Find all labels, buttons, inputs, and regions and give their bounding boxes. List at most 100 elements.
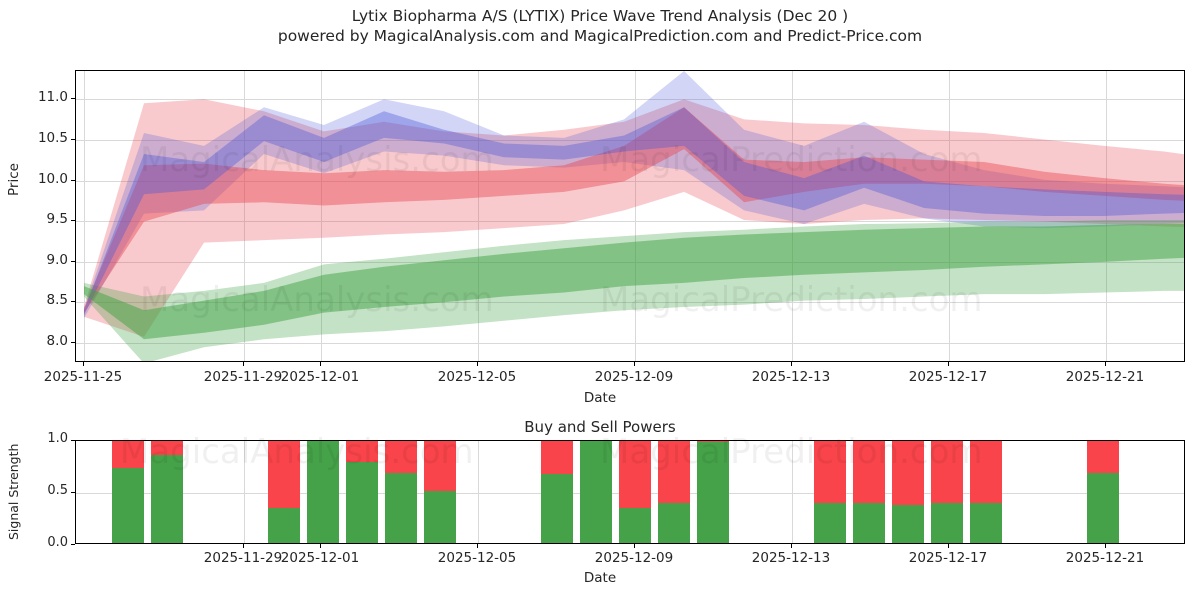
price-xtick-mark <box>243 362 244 366</box>
signal-gridline-v <box>792 441 793 543</box>
sell-power-segment <box>346 441 378 462</box>
price-ytick-label: 10.5 <box>37 129 68 146</box>
sell-power-segment <box>268 441 300 508</box>
price-gridline-h <box>76 221 1184 223</box>
sell-power-segment <box>892 441 924 505</box>
signal-xtick-label: 2025-12-05 <box>437 550 517 566</box>
signal-ytick-label: 1.0 <box>47 431 68 446</box>
signal-ytick-label: 0.5 <box>47 483 68 498</box>
sell-power-segment <box>970 441 1002 504</box>
signal-bar[interactable] <box>541 441 573 543</box>
signal-bar[interactable] <box>151 441 183 543</box>
buy-power-segment <box>385 473 417 543</box>
signal-bar[interactable] <box>1087 441 1119 543</box>
signal-chart-axes <box>75 440 1185 544</box>
price-gridline-h <box>76 180 1184 182</box>
price-xtick-mark <box>1105 362 1106 366</box>
signal-bar[interactable] <box>658 441 690 543</box>
signal-bar[interactable] <box>385 441 417 543</box>
signal-bar[interactable] <box>853 441 885 543</box>
price-xtick-mark <box>320 362 321 366</box>
signal-xtick-mark <box>1105 544 1106 548</box>
price-band-red-outer <box>83 99 1184 337</box>
price-xtick-label: 2025-12-09 <box>594 369 674 385</box>
buy-power-segment <box>346 461 378 543</box>
buy-power-segment <box>619 507 651 543</box>
signal-chart-title: Buy and Sell Powers <box>524 418 676 436</box>
price-band-green-outer <box>83 220 1184 361</box>
signal-gridline-v <box>244 441 245 543</box>
signal-xtick-label: 2025-12-13 <box>751 550 831 566</box>
price-xtick-mark <box>634 362 635 366</box>
signal-bar[interactable] <box>112 441 144 543</box>
signal-bar[interactable] <box>892 441 924 543</box>
signal-gridline-v <box>478 441 479 543</box>
sell-power-segment <box>112 441 144 469</box>
price-ytick-mark <box>71 341 75 343</box>
price-xtick-label: 2025-12-01 <box>280 369 360 385</box>
signal-ytick-mark <box>71 492 75 493</box>
signal-xtick-mark <box>477 544 478 548</box>
price-ytick-label: 8.5 <box>46 292 68 309</box>
signal-bar[interactable] <box>346 441 378 543</box>
buy-power-segment <box>580 441 612 543</box>
price-gridline-v <box>949 71 950 361</box>
buy-power-segment <box>151 454 183 543</box>
price-ytick-mark <box>71 260 75 262</box>
price-ytick-label: 9.5 <box>46 211 68 228</box>
price-gridline-v <box>478 71 479 361</box>
sell-power-segment <box>697 441 729 443</box>
buy-power-segment <box>970 503 1002 543</box>
price-gridline-v <box>84 71 85 361</box>
signal-bar[interactable] <box>931 441 963 543</box>
price-ytick-label: 9.0 <box>46 251 68 268</box>
price-xtick-label: 2025-12-13 <box>751 369 831 385</box>
signal-bar[interactable] <box>970 441 1002 543</box>
price-ytick-label: 11.0 <box>37 89 68 106</box>
price-gridline-v <box>635 71 636 361</box>
price-band-green-inner <box>83 224 1184 340</box>
sell-power-segment <box>385 441 417 474</box>
signal-xtick-mark <box>243 544 244 548</box>
sell-power-segment <box>1087 441 1119 474</box>
buy-power-segment <box>268 507 300 543</box>
sell-power-segment <box>658 441 690 504</box>
sell-power-segment <box>931 441 963 504</box>
price-gridline-h <box>76 99 1184 101</box>
sell-power-segment <box>853 441 885 504</box>
signal-xtick-mark <box>791 544 792 548</box>
signal-ytick-mark <box>71 440 75 441</box>
buy-power-segment <box>931 503 963 543</box>
sell-power-segment <box>151 441 183 455</box>
price-ytick-mark <box>71 138 75 140</box>
signal-bar[interactable] <box>580 441 612 543</box>
signal-xtick-mark <box>320 544 321 548</box>
price-band-red-inner <box>83 107 1184 314</box>
signal-bar[interactable] <box>619 441 651 543</box>
buy-power-segment <box>892 504 924 543</box>
signal-bar[interactable] <box>814 441 846 543</box>
price-band-layer <box>83 71 1184 361</box>
price-ytick-mark <box>71 98 75 100</box>
buy-power-segment <box>112 468 144 543</box>
signal-bar[interactable] <box>424 441 456 543</box>
price-x-axis-title: Date <box>583 390 617 406</box>
price-gridline-v <box>1106 71 1107 361</box>
sell-power-segment <box>814 441 846 504</box>
price-ytick-label: 8.0 <box>46 332 68 349</box>
sell-power-segment <box>619 441 651 508</box>
price-ytick-mark <box>71 220 75 222</box>
signal-bar[interactable] <box>697 441 729 543</box>
signal-bar[interactable] <box>268 441 300 543</box>
buy-power-segment <box>697 442 729 543</box>
price-gridline-h <box>76 302 1184 304</box>
signal-bar[interactable] <box>307 441 339 543</box>
price-xtick-mark <box>791 362 792 366</box>
signal-xtick-label: 2025-12-21 <box>1065 550 1145 566</box>
price-xtick-mark <box>948 362 949 366</box>
price-xtick-label: 2025-12-05 <box>437 369 517 385</box>
price-gridline-v <box>321 71 322 361</box>
signal-xtick-mark <box>634 544 635 548</box>
sell-power-segment <box>541 441 573 475</box>
signal-x-axis-title: Date <box>583 570 617 586</box>
